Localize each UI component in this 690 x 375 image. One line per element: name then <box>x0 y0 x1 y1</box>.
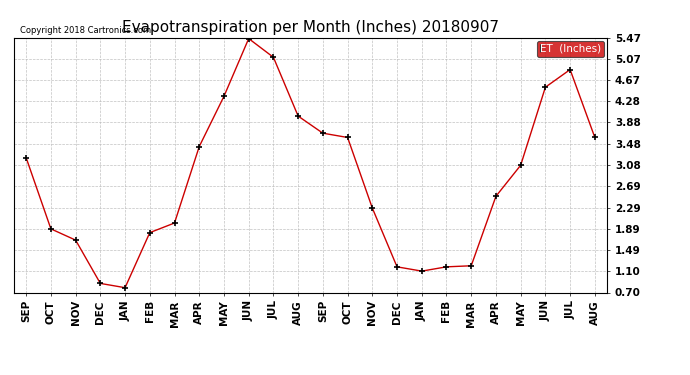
Title: Evapotranspiration per Month (Inches) 20180907: Evapotranspiration per Month (Inches) 20… <box>122 20 499 35</box>
Legend: ET  (Inches): ET (Inches) <box>537 40 604 57</box>
Text: Copyright 2018 Cartronics.com: Copyright 2018 Cartronics.com <box>20 26 151 35</box>
